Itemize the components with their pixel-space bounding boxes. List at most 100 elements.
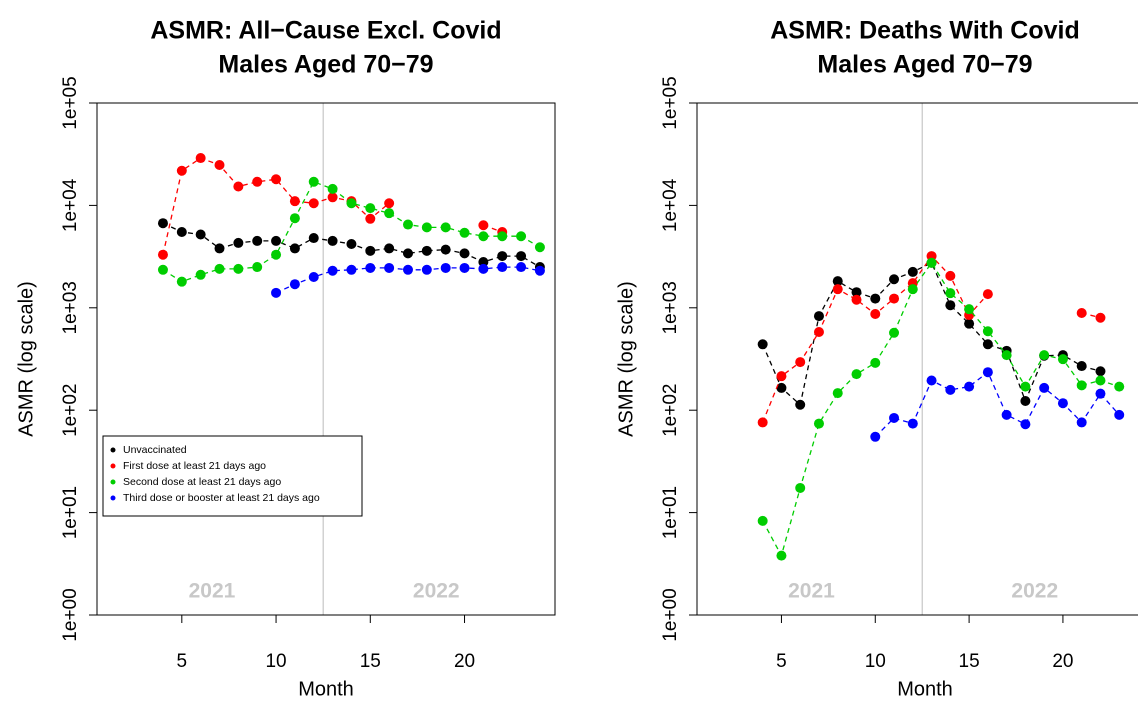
data-point [851,287,862,298]
data-point [1095,366,1106,377]
data-point [870,357,881,368]
data-point [1076,361,1087,372]
plot-frame [696,102,1138,616]
data-point [195,269,206,280]
series-line [874,371,1120,438]
data-point [832,388,843,399]
data-point [757,339,768,350]
data-point [289,196,300,207]
year-label: 2021 [189,580,236,603]
data-point [214,263,225,274]
data-point [907,284,918,295]
data-point [1076,307,1087,318]
data-point [252,235,263,246]
y-tick-label: 1e+01 [660,486,681,539]
data-point [1039,350,1050,361]
data-point [308,176,319,187]
data-point [516,262,527,273]
data-point [289,243,300,254]
data-point [421,264,432,275]
data-point [889,274,900,285]
data-point [982,339,993,350]
legend-swatch [110,495,116,501]
data-point [926,257,937,268]
data-point [945,288,956,299]
data-point [1020,381,1031,392]
legend-label: First dose at least 21 days ago [123,460,266,472]
data-point [1057,354,1068,365]
data-point [795,482,806,493]
legend-swatch [110,479,116,485]
data-point [346,198,357,209]
data-point [795,399,806,410]
legend-swatch [110,447,116,453]
data-point [1076,380,1087,391]
data-point [851,294,862,305]
chart-title: ASMR: All−Cause Excl. Covid [150,17,501,45]
data-point [497,251,508,262]
data-point [459,227,470,238]
data-point [478,231,489,242]
data-point [176,165,187,176]
data-point [945,270,956,281]
data-point [214,243,225,254]
data-point [757,417,768,428]
data-point [478,220,489,231]
data-point [195,229,206,240]
data-point [534,242,545,253]
data-point [889,293,900,304]
data-point [384,208,395,219]
y-tick-label: 1e+02 [660,384,681,437]
data-point [907,266,918,277]
y-tick-label: 1e+05 [660,76,681,129]
data-point [271,235,282,246]
data-point [327,265,338,276]
data-point [795,357,806,368]
data-point [870,431,881,442]
data-point [516,231,527,242]
y-tick-label: 1e+04 [60,178,81,232]
y-tick-label: 1e+01 [60,486,81,539]
data-point [870,293,881,304]
legend-box [102,435,363,517]
data-point [252,262,263,273]
data-point [365,262,376,273]
data-point [813,327,824,338]
data-point [402,248,413,259]
data-point [271,287,282,298]
x-tick-label: 5 [776,651,787,672]
data-point [384,262,395,273]
data-point [889,327,900,338]
legend-swatch [110,463,116,469]
y-tick-label: 1e+00 [660,588,681,641]
legend-label: Second dose at least 21 days ago [123,476,281,488]
chart-subtitle: Males Aged 70−79 [218,51,433,79]
series-line [762,255,1101,423]
data-point [327,183,338,194]
y-tick-label: 1e+02 [60,384,81,437]
data-point [776,550,787,561]
data-point [757,515,768,526]
data-point [365,245,376,256]
data-point [233,237,244,248]
data-point [1020,419,1031,430]
data-point [982,289,993,300]
data-point [832,276,843,287]
x-tick-label: 15 [360,651,381,672]
data-point [982,326,993,337]
year-label: 2021 [788,580,835,603]
data-point [157,264,168,275]
data-point [1039,382,1050,393]
y-axis-label: ASMR (log scale) [15,281,37,437]
data-point [964,304,975,315]
data-point [907,418,918,429]
y-tick-label: 1e+03 [660,281,681,334]
x-tick-label: 10 [865,651,886,672]
data-point [233,263,244,274]
x-tick-label: 20 [454,651,475,672]
legend-label: Third dose or booster at least 21 days a… [123,492,320,504]
data-point [233,181,244,192]
chart-title: ASMR: Deaths With Covid [770,17,1080,45]
data-point [421,245,432,256]
data-point [346,264,357,275]
